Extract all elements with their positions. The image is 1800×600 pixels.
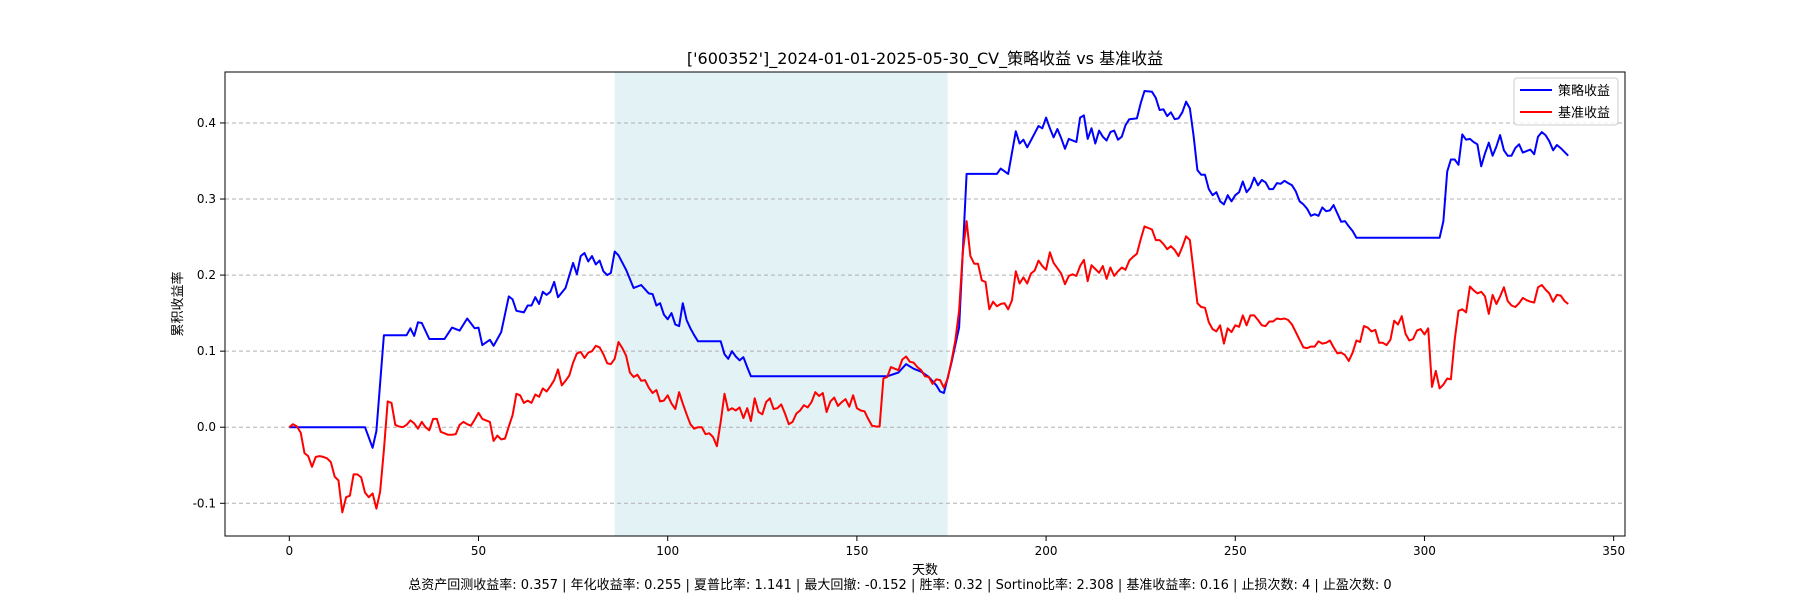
- y-tick-label: 0.3: [197, 192, 216, 206]
- y-axis-ticks: -0.1 0.0 0.1 0.2 0.3 0.4: [193, 116, 225, 510]
- y-tick-label: 0.2: [197, 268, 216, 282]
- y-tick-label: -0.1: [193, 496, 216, 510]
- x-tick-label: 300: [1413, 544, 1436, 558]
- x-tick-label: 0: [286, 544, 294, 558]
- x-tick-label: 50: [471, 544, 486, 558]
- series-line-benchmark: [288, 220, 1569, 514]
- chart-title: ['600352']_2024-01-01-2025-05-30_CV_策略收益…: [687, 49, 1163, 69]
- y-axis-label: 累积收益率: [170, 271, 186, 336]
- series-lines: [288, 90, 1569, 514]
- y-tick-label: 0.1: [197, 344, 216, 358]
- legend-label-benchmark: 基准收益: [1558, 106, 1610, 121]
- x-axis-label: 天数: [912, 563, 938, 578]
- shaded-region: [614, 72, 948, 536]
- legend: 策略收益 基准收益: [1513, 77, 1619, 126]
- x-tick-label: 250: [1224, 544, 1247, 558]
- plot-frame: [224, 71, 1626, 537]
- x-tick-label: 150: [845, 544, 868, 558]
- x-axis-ticks: 0 50 100 150 200 250 300 350: [286, 536, 1625, 558]
- y-tick-label: 0.4: [197, 116, 216, 130]
- x-tick-label: 200: [1035, 544, 1058, 558]
- legend-label-strategy: 策略收益: [1558, 83, 1610, 99]
- x-tick-label: 350: [1602, 544, 1625, 558]
- y-tick-label: 0.0: [197, 420, 216, 434]
- metrics-footer: 总资产回测收益率: 0.357 | 年化收益率: 0.255 | 夏普比率: 1…: [408, 578, 1392, 593]
- x-tick-label: 100: [656, 544, 679, 558]
- series-line-strategy: [289, 90, 1569, 449]
